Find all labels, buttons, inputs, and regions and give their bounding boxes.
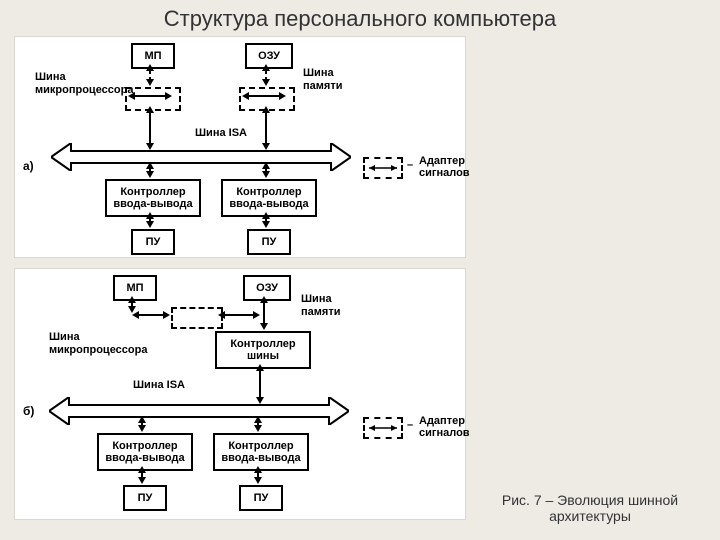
legend-adapter-label: Адаптерсигналов <box>419 155 470 179</box>
label-bus-isa: Шина ISA <box>195 127 247 140</box>
box-pu-1: ПУ <box>131 229 175 255</box>
box-pu-2: ПУ <box>247 229 291 255</box>
figure-caption: Рис. 7 – Эволюция шинной архитектуры <box>490 492 690 524</box>
page-title: Структура персонального компьютера <box>0 0 720 32</box>
box-mp-b: МП <box>113 275 157 301</box>
box-ozu: ОЗУ <box>245 43 293 69</box>
label-bus-mem: Шинапамяти <box>303 67 342 92</box>
diagram-panel-a: а) МП ОЗУ Шинамикропроцессора Шинапамяти… <box>14 36 466 258</box>
label-bus-mp-b: Шинамикропроцессора <box>49 331 147 356</box>
legend-adapter-box-b <box>363 417 403 439</box>
box-mp: МП <box>131 43 175 69</box>
box-ctrl-io-1-b: Контроллерввода-вывода <box>97 433 193 471</box>
diagram-b: б) МП ОЗУ Шинамикропроцессора Шинапамяти… <box>15 269 465 519</box>
bus-isa-arrow <box>51 143 351 171</box>
box-pu-1-b: ПУ <box>123 485 167 511</box>
legend-dash-b: – <box>407 419 413 431</box>
box-ctrl-io-1: Контроллерввода-вывода <box>105 179 201 217</box>
panel-b-label: б) <box>23 404 34 418</box>
box-ozu-b: ОЗУ <box>243 275 291 301</box>
label-bus-mp: Шинамикропроцессора <box>35 71 133 96</box>
label-bus-mem-b: Шинапамяти <box>301 293 340 318</box>
diagram-a: а) МП ОЗУ Шинамикропроцессора Шинапамяти… <box>15 37 465 257</box>
adapter-ozu <box>239 87 295 111</box>
box-ctrl-io-2-b: Контроллерввода-вывода <box>213 433 309 471</box>
bus-isa-arrow-b <box>49 397 349 425</box>
diagram-panel-b: б) МП ОЗУ Шинамикропроцессора Шинапамяти… <box>14 268 466 520</box>
box-ctrl-io-2: Контроллерввода-вывода <box>221 179 317 217</box>
legend-adapter-label-b: Адаптерсигналов <box>419 415 470 439</box>
box-ctrl-bus: Контроллершины <box>215 331 311 369</box>
adapter-mid-b <box>171 307 223 329</box>
legend-dash: – <box>407 159 413 171</box>
label-bus-isa-b: Шина ISA <box>133 379 185 392</box>
legend-adapter-box <box>363 157 403 179</box>
panel-a-label: а) <box>23 159 34 173</box>
box-pu-2-b: ПУ <box>239 485 283 511</box>
